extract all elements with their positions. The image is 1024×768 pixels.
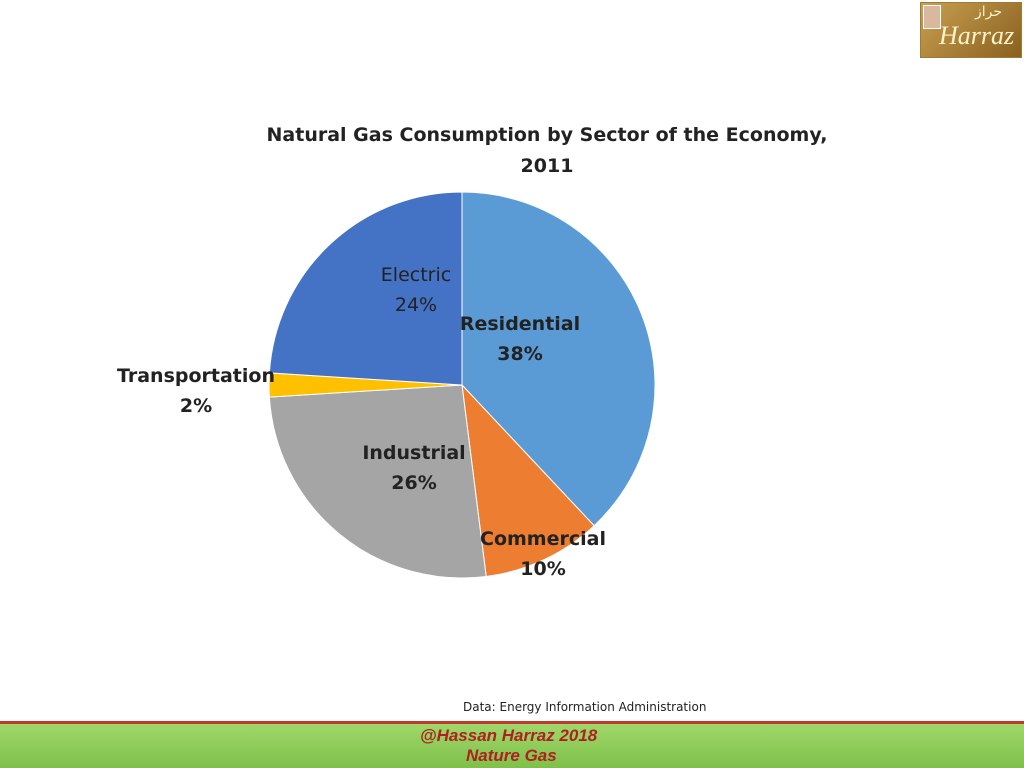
slice-label: Residential <box>460 313 580 335</box>
slice-value: 2% <box>180 395 212 417</box>
logo-arabic: حراز <box>975 4 1003 20</box>
logo-text: Harraz <box>939 21 1015 50</box>
pie-slice <box>268 384 487 579</box>
logo-photo <box>923 5 941 29</box>
divider <box>0 721 1024 724</box>
slice-label: Electric <box>381 264 451 286</box>
slice-label: Industrial <box>362 442 465 464</box>
chart: Residential 38% Commercial 10% Industrial 26%… <box>117 191 656 580</box>
source-note: Data: Energy Information Administration <box>463 700 707 714</box>
slice-label: Commercial <box>480 528 606 550</box>
pie-slice <box>461 383 595 578</box>
pie-slice <box>268 191 463 386</box>
chart-title: Natural Gas Consumption by Sector of the… <box>266 124 828 177</box>
logo: حراز Harraz <box>920 2 1022 58</box>
slice-value: 38% <box>497 343 542 365</box>
slice-value: 24% <box>395 294 437 316</box>
slice-value: 26% <box>391 472 436 494</box>
footer: @Hassan Harraz 2018 Nature Gas <box>0 724 1024 768</box>
footer-line: Nature Gas <box>466 746 557 765</box>
slice-value: 10% <box>520 558 565 580</box>
footer-line: @Hassan Harraz 2018 <box>420 726 598 745</box>
pie-slice <box>461 191 656 527</box>
slice-label: Transportation <box>117 365 275 387</box>
